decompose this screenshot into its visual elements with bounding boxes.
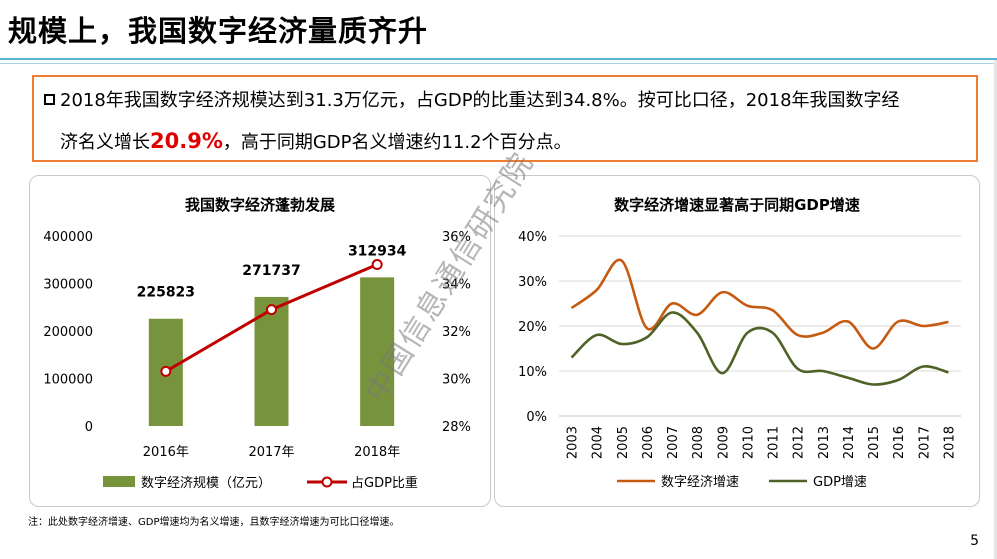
x-tick-label: 2018年 bbox=[354, 445, 400, 460]
legend-line-marker bbox=[321, 476, 333, 488]
y-left-tick-label: 0 bbox=[85, 420, 93, 435]
growth-chart: 数字经济增速显著高于同期GDP增速 0% 10% 20% 30% 40% 2003 2004… bbox=[518, 196, 961, 490]
title-divider bbox=[0, 58, 997, 60]
y-right-tick-label: 30% bbox=[442, 373, 471, 388]
chart-title: 我国数字经济蓬勃发展 bbox=[185, 196, 335, 214]
footnote: 注：此处数字经济增速、GDP增速均为名义增速，且数字经济增速为可比口径增速。 bbox=[28, 517, 400, 528]
bar-data-label: 271737 bbox=[242, 263, 300, 279]
y-tick-label: 30% bbox=[518, 275, 547, 290]
y-right-tick-label: 32% bbox=[442, 325, 471, 340]
x-tick-label: 2011 bbox=[767, 426, 782, 459]
legend-bar-swatch bbox=[103, 476, 135, 487]
x-tick-label: 2010 bbox=[741, 426, 756, 459]
y-tick-label: 10% bbox=[518, 365, 547, 380]
growth-highlight: 20.9% bbox=[150, 129, 223, 153]
share-point bbox=[371, 259, 383, 270]
y-left-tick-label: 100000 bbox=[43, 373, 93, 388]
gdp-growth-line bbox=[570, 311, 949, 386]
x-tick-label: 2016年 bbox=[143, 445, 189, 460]
chart-panel-scale: 我国数字经济蓬勃发展 225823 271737 312934 0 100000 200… bbox=[29, 175, 491, 507]
x-tick-label: 2005 bbox=[616, 426, 631, 459]
x-tick-label: 2017年 bbox=[248, 445, 294, 460]
bar bbox=[254, 296, 289, 426]
legend-line-label: 占GDP比重 bbox=[351, 475, 418, 491]
x-tick-label: 2009 bbox=[716, 426, 731, 459]
summary-line-2: 济名义增长20.9%，高于同期GDP名义增速约11.2个百分点。 bbox=[60, 128, 572, 154]
x-tick-label: 2008 bbox=[691, 426, 706, 459]
legend-digital-label: 数字经济增速 bbox=[661, 475, 739, 490]
summary-text-end: ，高于同期GDP名义增速约11.2个百分点。 bbox=[222, 132, 572, 153]
scale-chart: 我国数字经济蓬勃发展 225823 271737 312934 0 100000 200… bbox=[43, 196, 471, 491]
x-tick-label: 2006 bbox=[641, 426, 656, 459]
x-tick-label: 2018 bbox=[942, 426, 957, 459]
bar-data-label: 312934 bbox=[348, 243, 407, 259]
y-left-tick-label: 200000 bbox=[43, 325, 93, 340]
chart-panel-growth: 数字经济增速显著高于同期GDP增速 0% 10% 20% 30% 40% 2003 2004… bbox=[494, 175, 980, 507]
y-right-tick-label: 36% bbox=[442, 230, 471, 245]
summary-callout: 2018年我国数字经济规模达到31.3万亿元，占GDP的比重达到34.8%。按可… bbox=[32, 75, 978, 162]
y-tick-label: 0% bbox=[526, 410, 547, 425]
summary-line-1: 2018年我国数字经济规模达到31.3万亿元，占GDP的比重达到34.8%。按可… bbox=[60, 90, 900, 111]
y-right-tick-label: 28% bbox=[442, 420, 471, 435]
bar-data-label: 225823 bbox=[137, 285, 195, 301]
y-tick-label: 20% bbox=[518, 320, 547, 335]
x-tick-label: 2014 bbox=[842, 426, 857, 459]
slide-edge bbox=[994, 60, 997, 559]
share-point bbox=[160, 365, 172, 377]
chart-title: 数字经济增速显著高于同期GDP增速 bbox=[614, 196, 860, 214]
x-tick-label: 2017 bbox=[917, 426, 932, 459]
y-right-tick-label: 34% bbox=[442, 278, 471, 293]
y-left-tick-label: 300000 bbox=[43, 278, 93, 293]
page-title: 规模上，我国数字经济量质齐升 bbox=[8, 14, 429, 48]
summary-text: 济名义增长 bbox=[60, 132, 150, 153]
x-tick-label: 2012 bbox=[792, 426, 807, 459]
square-bullet-icon bbox=[44, 94, 55, 105]
digital-economy-growth-line bbox=[570, 258, 949, 350]
x-tick-label: 2016 bbox=[892, 426, 907, 459]
share-point bbox=[266, 304, 277, 316]
x-tick-label: 2013 bbox=[817, 426, 832, 459]
title-divider-secondary bbox=[0, 63, 997, 64]
x-tick-label: 2004 bbox=[591, 426, 606, 459]
x-tick-label: 2015 bbox=[867, 426, 882, 459]
legend-gdp-label: GDP增速 bbox=[813, 475, 867, 490]
x-tick-label: 2003 bbox=[566, 426, 581, 459]
x-tick-label: 2007 bbox=[666, 426, 681, 459]
y-left-tick-label: 400000 bbox=[43, 230, 93, 245]
legend-bar-label: 数字经济规模（亿元） bbox=[141, 476, 271, 491]
bar bbox=[360, 277, 395, 426]
y-tick-label: 40% bbox=[518, 230, 547, 245]
page-number: 5 bbox=[970, 533, 979, 549]
